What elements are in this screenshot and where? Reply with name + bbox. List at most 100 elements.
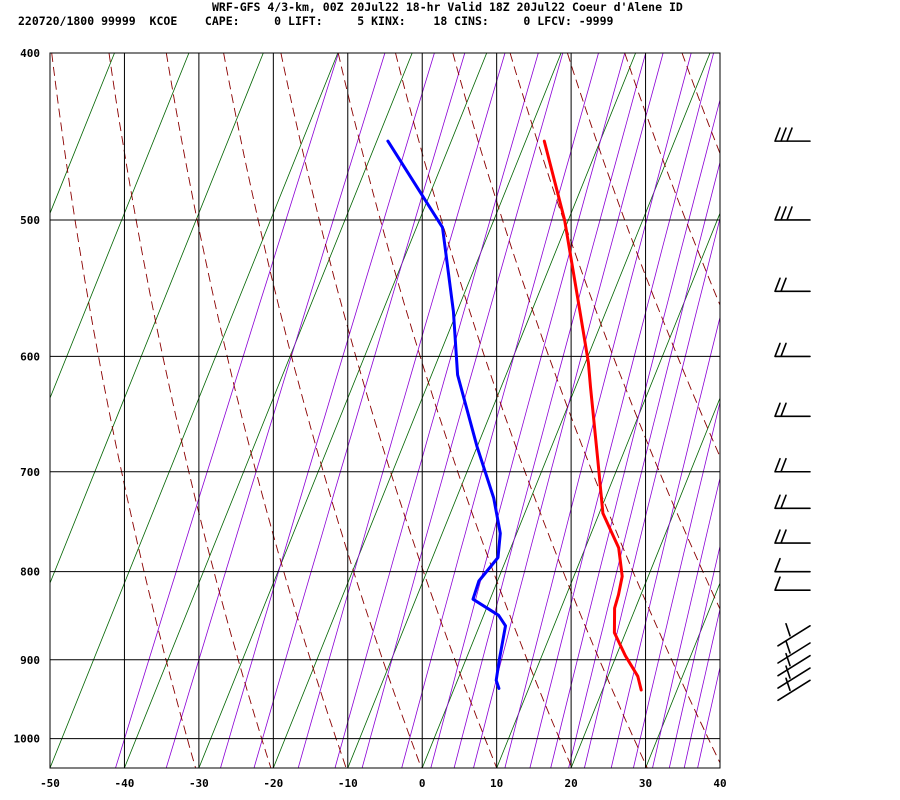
dry-adiabat-line xyxy=(223,53,422,768)
mixing-ratio-line xyxy=(683,607,720,768)
x-tick-label: -50 xyxy=(40,777,60,790)
y-tick-label: 400 xyxy=(20,47,40,60)
dry-adiabat-line xyxy=(108,53,272,768)
mixing-ratio-line xyxy=(453,53,647,768)
dry-adiabat-line xyxy=(280,53,498,768)
dry-adiabat-line xyxy=(854,53,900,768)
tick-labels: 400 500 600 700 800 900 1000 -50 -40 -30 -20 -10 0 10… xyxy=(14,47,727,790)
wind-barb xyxy=(774,494,811,510)
isotherm-lines xyxy=(50,53,900,768)
barb-shaft xyxy=(774,576,811,591)
barb-shaft xyxy=(774,277,811,293)
barb-shaft xyxy=(774,494,811,510)
wind-barbs xyxy=(774,127,811,702)
mixing-ratio-line xyxy=(165,53,386,768)
sounding-series xyxy=(386,139,643,692)
chart-header-title: WRF-GFS 4/3-km, 00Z 20Jul22 18-hr Valid … xyxy=(212,0,683,14)
wind-barb xyxy=(774,402,811,418)
barb-shaft xyxy=(774,457,811,473)
wind-barb xyxy=(777,640,811,664)
barb-shaft xyxy=(774,402,811,418)
y-tick-label: 700 xyxy=(20,466,40,479)
barb-shaft xyxy=(774,206,811,221)
x-tick-label: -40 xyxy=(115,777,135,790)
y-tick-label: 800 xyxy=(20,566,40,579)
mixing-ratio-line xyxy=(430,53,626,768)
isotherm-line xyxy=(198,53,488,768)
dry-adiabat-line xyxy=(452,53,720,764)
isotherm-line xyxy=(272,53,562,768)
isotherm-line xyxy=(570,397,720,768)
isotherm-line xyxy=(496,212,720,768)
wind-barb xyxy=(774,576,811,591)
isotherm-line xyxy=(421,53,711,768)
mixing-ratio-line xyxy=(115,53,339,768)
dry-adiabat-line xyxy=(337,53,573,768)
wind-barb xyxy=(774,277,811,293)
dry-adiabat-line xyxy=(509,53,720,611)
mixing-ratio-line xyxy=(361,53,564,768)
barb-shaft xyxy=(777,677,811,702)
isotherm-line xyxy=(50,53,264,585)
mixing-ratio-line xyxy=(610,315,720,768)
mixing-ratio-line xyxy=(668,544,720,768)
mixing-ratio-line xyxy=(529,53,714,768)
isotherm-line xyxy=(719,766,720,768)
isotherm-line xyxy=(869,53,900,768)
barb-shaft xyxy=(774,342,811,358)
barb-shaft xyxy=(774,529,811,544)
wind-barb xyxy=(777,622,811,647)
mixing-ratio-line xyxy=(473,53,664,768)
x-tick-label: -20 xyxy=(263,777,283,790)
mixing-ratio-line xyxy=(633,400,720,768)
mixing-ratio-line xyxy=(584,216,720,768)
isotherm-line xyxy=(645,582,720,768)
wind-barb xyxy=(774,342,811,358)
mixing-ratio-line xyxy=(334,53,539,768)
temperature-line xyxy=(542,139,643,692)
wind-barb xyxy=(777,677,811,702)
dry-adiabat-line xyxy=(51,53,197,768)
dry-adiabat-lines xyxy=(51,53,900,768)
wind-barb xyxy=(774,557,811,573)
x-tick-label: 20 xyxy=(564,777,577,790)
barb-shaft xyxy=(777,640,811,664)
chart-header-stats: 220720/1800 99999 KCOE CAPE: 0 LIFT: 5 K… xyxy=(18,14,614,28)
dry-adiabat-line xyxy=(624,53,720,307)
grid-lines xyxy=(50,52,720,768)
wind-barb xyxy=(777,652,811,677)
barb-shaft xyxy=(774,557,811,573)
x-tick-label: -10 xyxy=(338,777,358,790)
y-tick-label: 1000 xyxy=(14,733,41,746)
dry-adiabat-line xyxy=(797,53,900,768)
mixing-ratio-line xyxy=(697,665,720,768)
wind-barb xyxy=(777,665,811,689)
y-tick-label: 900 xyxy=(20,654,40,667)
mixing-ratio-lines xyxy=(115,53,720,768)
x-tick-label: 40 xyxy=(713,777,726,790)
isotherm-line xyxy=(50,53,115,215)
barb-shaft xyxy=(777,622,811,647)
wind-barb xyxy=(774,127,811,142)
wind-barb xyxy=(774,529,811,544)
mixing-ratio-line xyxy=(550,98,720,768)
y-tick-label: 600 xyxy=(20,350,40,363)
isotherm-line xyxy=(50,53,339,768)
mixing-ratio-line xyxy=(568,160,720,768)
wind-barb xyxy=(774,457,811,473)
barb-shaft xyxy=(777,665,811,689)
dry-adiabat-line xyxy=(739,53,900,768)
isotherm-line xyxy=(124,53,413,768)
mixing-ratio-line xyxy=(220,53,435,768)
isotherm-line xyxy=(794,53,900,768)
isotherm-line xyxy=(347,53,636,768)
isotherm-line xyxy=(50,53,190,400)
mixing-ratio-line xyxy=(253,53,466,768)
dry-adiabat-line xyxy=(395,53,648,768)
plot-frame xyxy=(49,52,721,769)
barb-shaft xyxy=(777,652,811,677)
x-tick-label: -30 xyxy=(189,777,209,790)
mixing-ratio-line xyxy=(652,476,720,768)
dry-adiabat-line xyxy=(566,53,720,458)
